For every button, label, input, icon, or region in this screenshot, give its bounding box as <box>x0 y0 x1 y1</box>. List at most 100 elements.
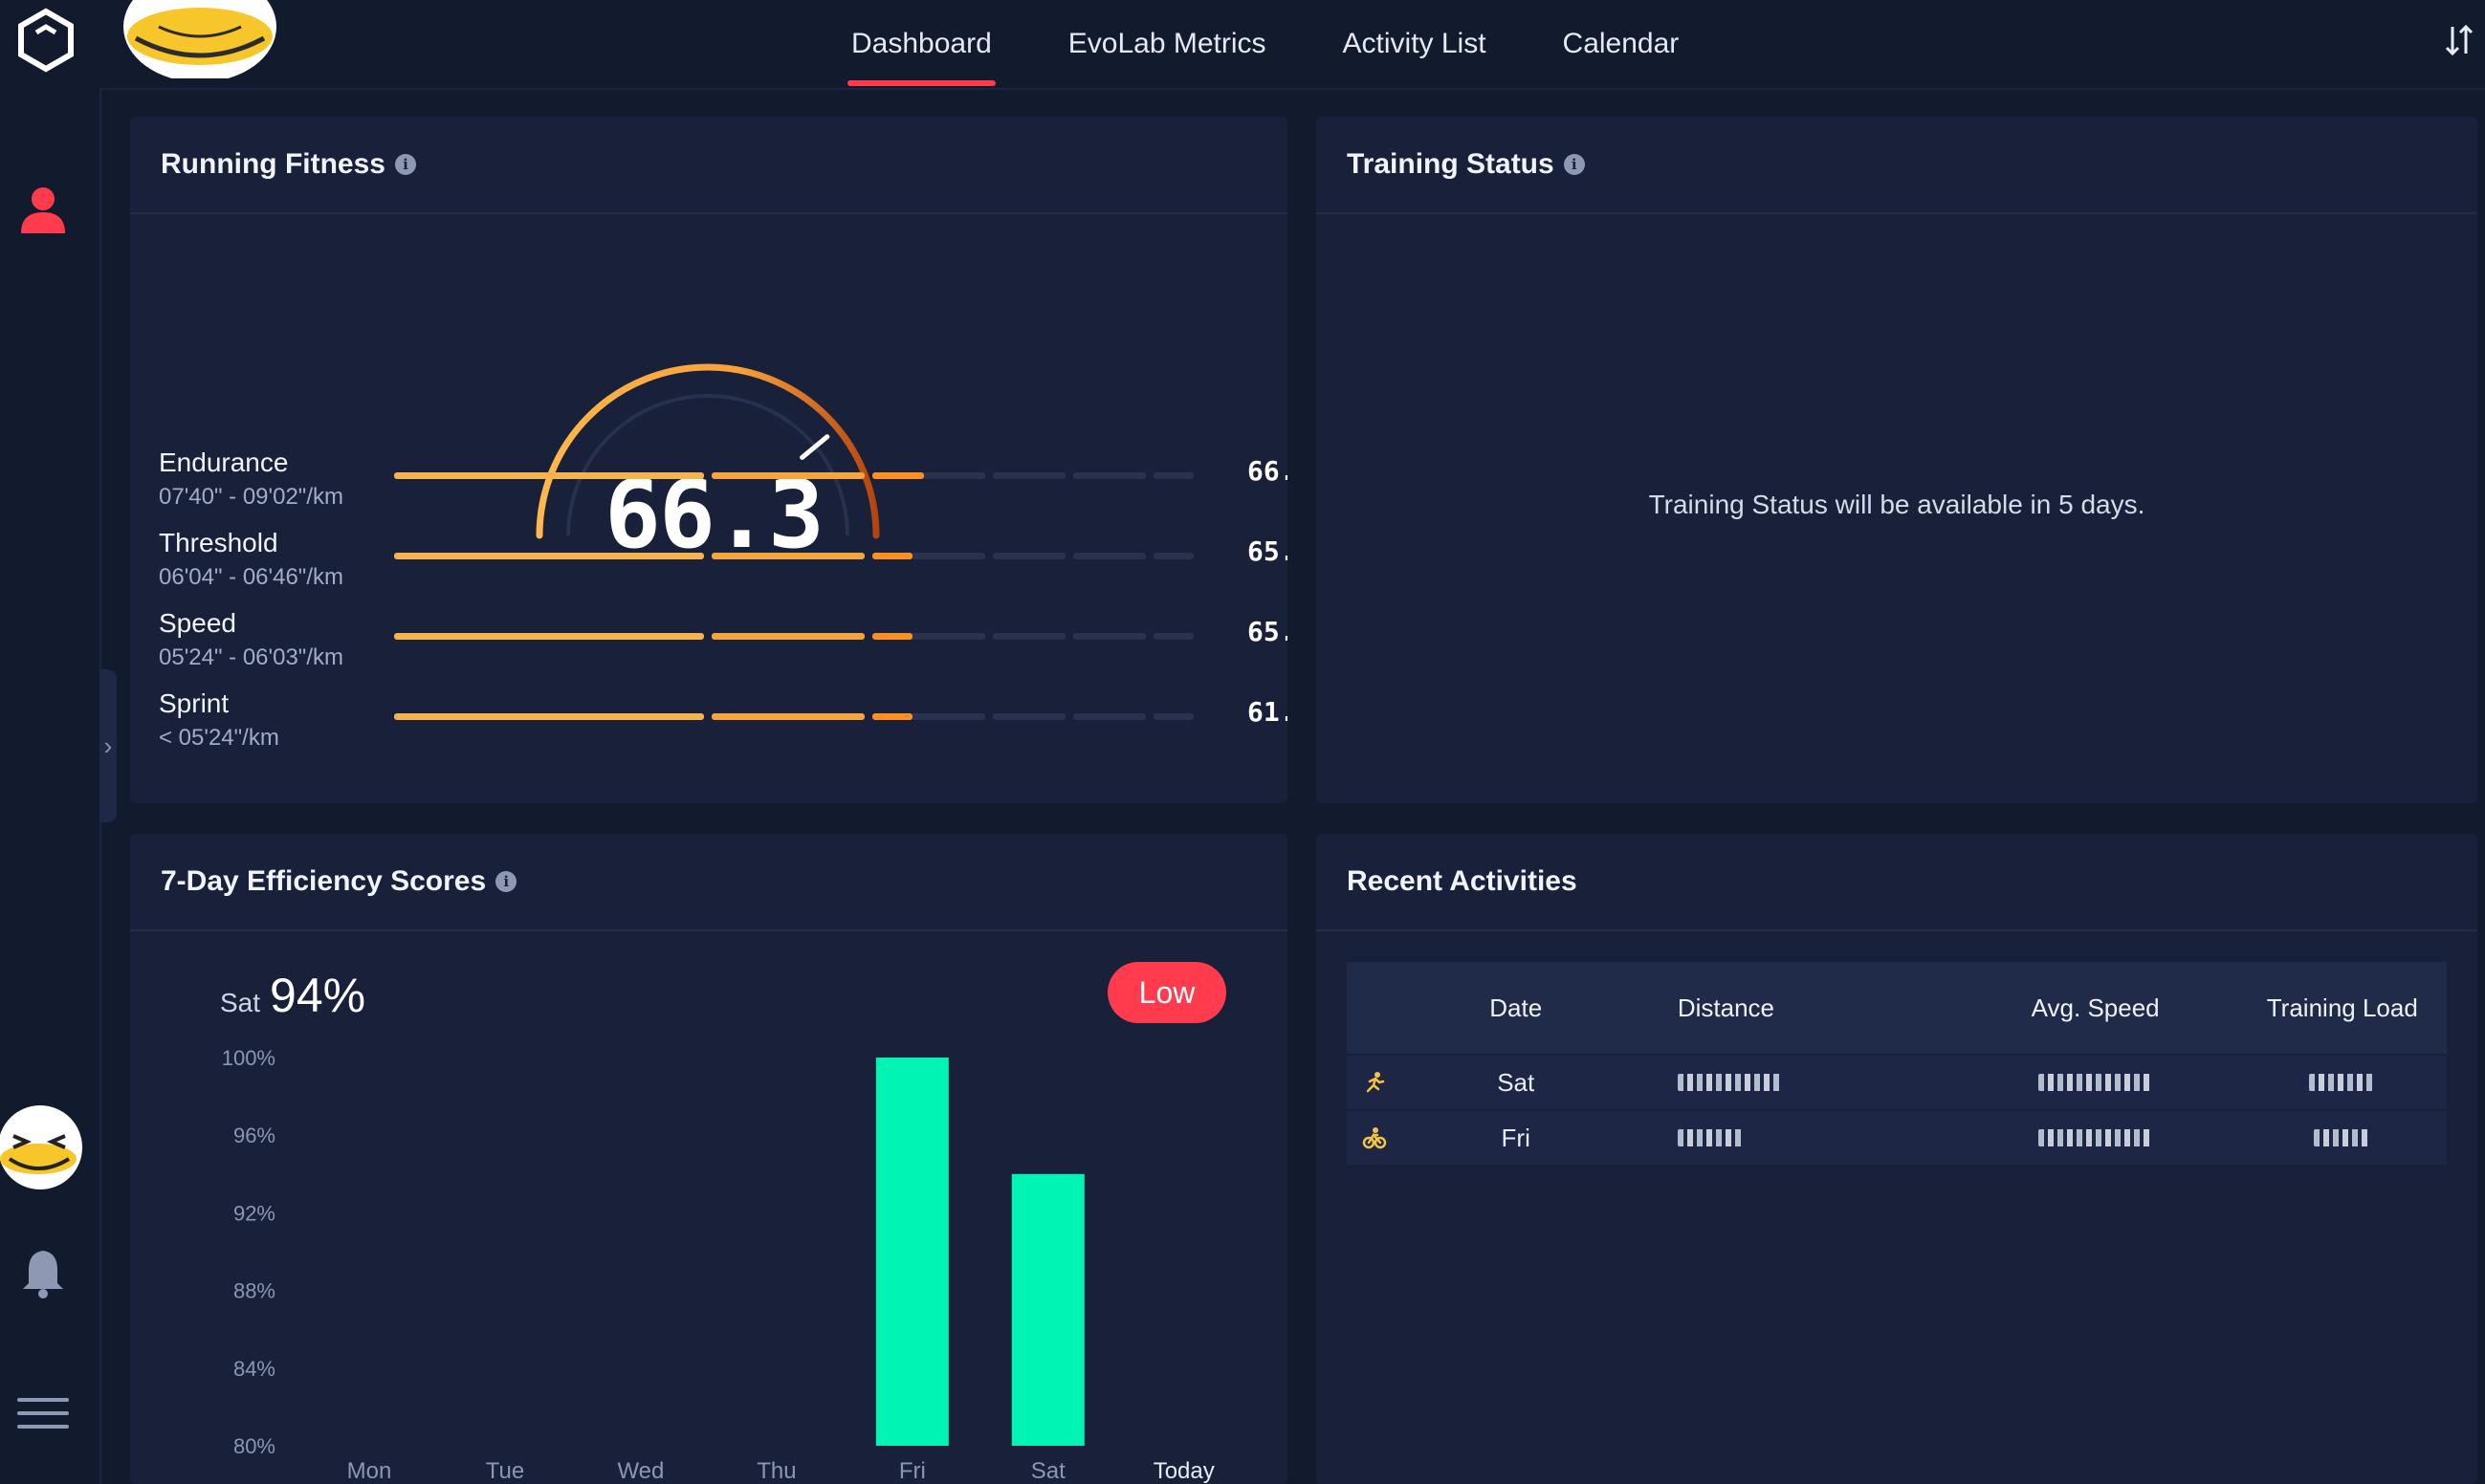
mascot-avatar-icon[interactable] <box>0 1102 86 1193</box>
table-row[interactable]: Fri <box>1347 1109 2447 1165</box>
fitness-gauge: 66.3 <box>532 241 895 570</box>
metric-bar <box>394 713 1198 721</box>
selected-score: 94% <box>270 969 366 1022</box>
tab-activity-list[interactable]: Activity List <box>1342 28 1486 59</box>
menu-icon[interactable] <box>15 1386 71 1442</box>
bar-segment <box>992 472 1066 479</box>
bar-fill-segment <box>871 472 925 479</box>
bar-fill-segment <box>871 633 913 640</box>
activity-distance-redacted <box>1630 1124 1953 1153</box>
activity-speed-redacted <box>1953 1068 2238 1098</box>
info-icon[interactable]: i <box>495 871 517 892</box>
x-tick-label: Today <box>1154 1458 1215 1484</box>
bar-segment <box>1072 633 1146 640</box>
cycling-icon <box>1362 1127 1387 1149</box>
recent-activities-header: Recent Activities <box>1316 834 2477 931</box>
training-status-panel: Training Status i Training Status will b… <box>1316 117 2477 803</box>
info-icon[interactable]: i <box>395 154 416 175</box>
y-tick-label: 96% <box>233 1124 275 1147</box>
activities-table: Date Distance Avg. Speed Training Load S… <box>1347 962 2447 1165</box>
bar-fill-segment <box>394 713 704 720</box>
gauge-needle <box>800 434 830 460</box>
bar-segment <box>992 633 1066 640</box>
bar-segment <box>871 553 985 559</box>
tab-evolab-metrics[interactable]: EvoLab Metrics <box>1067 28 1266 59</box>
running-icon <box>1366 1072 1385 1093</box>
bar-segment <box>1072 713 1146 720</box>
bar-fill-segment <box>871 713 913 720</box>
bar-segment <box>1153 553 1194 559</box>
metric-value: 65.0 <box>1247 535 1287 567</box>
tab-calendar[interactable]: Calendar <box>1562 28 1680 59</box>
bar-fill-segment <box>394 553 704 559</box>
info-icon[interactable]: i <box>1563 154 1585 175</box>
y-tick-label: 84% <box>233 1357 275 1381</box>
x-tick-label: Fri <box>899 1458 926 1484</box>
training-status-message: Training Status will be available in 5 d… <box>1648 490 2145 519</box>
activity-type-cell <box>1347 1070 1402 1095</box>
bar-segment <box>1072 472 1146 479</box>
efficiency-selected: Sat 94% <box>220 968 365 1023</box>
sidebar <box>0 88 101 1484</box>
bar-fill-segment <box>711 553 865 559</box>
activity-speed-redacted <box>1953 1124 2238 1153</box>
bar-segment <box>992 713 1066 720</box>
header-distance[interactable]: Distance <box>1677 993 1774 1022</box>
x-tick-label: Sat <box>1031 1458 1066 1484</box>
metric-threshold: Threshold 06'04" - 06'46"/km 65.0 <box>159 528 1287 604</box>
x-tick-label: Thu <box>757 1458 796 1484</box>
sidebar-collapse-toggle[interactable]: › <box>99 669 117 822</box>
efficiency-level-badge[interactable]: Low <box>1108 962 1226 1023</box>
activity-load-redacted <box>2238 1064 2447 1101</box>
sort-icon[interactable] <box>2443 21 2475 59</box>
activity-date: Fri <box>1501 1123 1530 1152</box>
running-fitness-title: Running Fitness <box>161 148 385 180</box>
training-status-header: Training Status i <box>1316 117 2477 214</box>
activity-type-cell <box>1347 1125 1402 1150</box>
metric-bar <box>394 472 1198 480</box>
gauge-arc <box>536 363 880 539</box>
efficiency-panel: 7-Day Efficiency Scores i Sat 94% Low 10… <box>130 834 1287 1484</box>
table-header: Date Distance Avg. Speed Training Load <box>1347 962 2447 1054</box>
bar-segment <box>1153 472 1194 479</box>
metric-name: Threshold <box>159 528 278 557</box>
running-fitness-panel: Running Fitness i 66.3 Endurance 07'40" … <box>130 117 1287 803</box>
metric-endurance: Endurance 07'40" - 09'02"/km 66.4 <box>159 447 1287 524</box>
bar-segment <box>871 633 985 640</box>
bar-segment <box>1153 633 1194 640</box>
top-bar: Dashboard EvoLab Metrics Activity List C… <box>0 0 2485 90</box>
y-tick-label: 100% <box>222 1046 275 1070</box>
metric-value: 66.4 <box>1247 455 1287 487</box>
chart-bar[interactable] <box>875 1058 949 1446</box>
tab-dashboard[interactable]: Dashboard <box>813 0 1030 88</box>
y-tick-label: 88% <box>233 1279 275 1303</box>
header-avg-speed[interactable]: Avg. Speed <box>2031 993 2160 1022</box>
chart-bar[interactable] <box>1011 1173 1085 1446</box>
y-tick-label: 92% <box>233 1201 275 1225</box>
bar-fill-segment <box>394 472 704 479</box>
bar-fill-segment <box>711 713 865 720</box>
y-tick-label: 80% <box>233 1434 275 1458</box>
metric-pace-range: 07'40" - 09'02"/km <box>159 484 343 510</box>
selected-day: Sat <box>220 988 261 1017</box>
header-training-load[interactable]: Training Load <box>2266 993 2418 1022</box>
main-nav: Dashboard EvoLab Metrics Activity List C… <box>813 0 1717 88</box>
metric-pace-range: 06'04" - 06'46"/km <box>159 564 343 590</box>
header-date[interactable]: Date <box>1489 993 1543 1022</box>
user-icon[interactable] <box>15 182 71 237</box>
running-fitness-header: Running Fitness i <box>130 117 1287 214</box>
training-status-title: Training Status <box>1347 148 1554 180</box>
table-row[interactable]: Sat <box>1347 1054 2447 1109</box>
activity-distance-redacted <box>1630 1068 1953 1098</box>
chevron-right-icon: › <box>103 731 113 760</box>
bar-segment <box>871 713 985 720</box>
avatar[interactable] <box>119 0 281 78</box>
app-logo-icon[interactable] <box>13 8 78 73</box>
bar-fill-segment <box>871 553 913 559</box>
activity-date: Sat <box>1497 1067 1535 1097</box>
bar-segment <box>1153 713 1194 720</box>
metric-sprint: Sprint < 05'24"/km 61.1 <box>159 688 1287 765</box>
metric-pace-range: < 05'24"/km <box>159 725 279 751</box>
bell-icon[interactable] <box>15 1245 71 1300</box>
metric-pace-range: 05'24" - 06'03"/km <box>159 644 343 670</box>
